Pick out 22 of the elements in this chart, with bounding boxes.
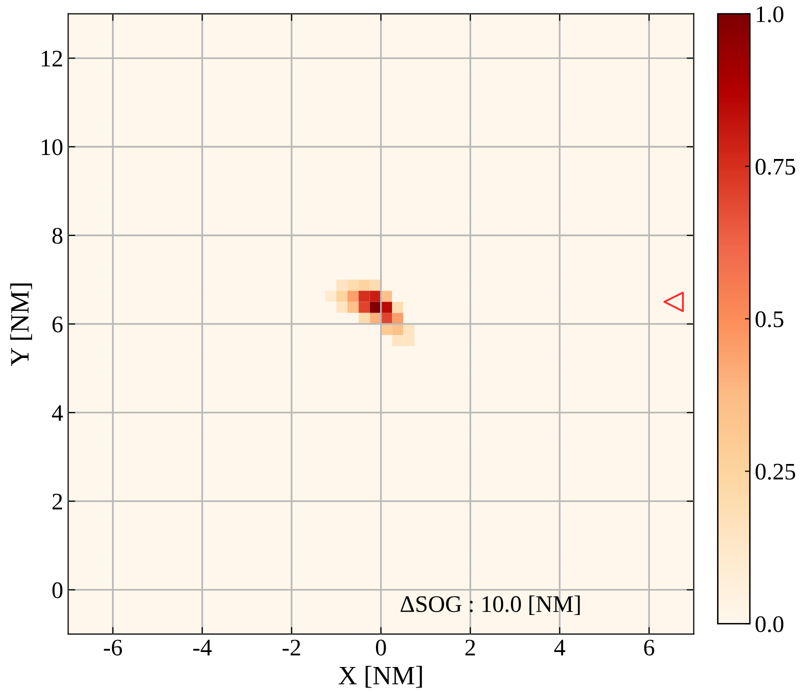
y-tick-label: 12: [42, 50, 62, 66]
color-bar-label: 0.5: [756, 311, 784, 328]
y-tick-label: 0: [52, 582, 62, 598]
color-bar-label: 1.0: [756, 6, 784, 22]
x-tick-label: -2: [282, 640, 300, 656]
x-tick-label: 0: [376, 640, 386, 656]
x-tick-label: -6: [104, 640, 122, 656]
color-bar-label: 0.0: [756, 616, 784, 632]
x-tick-label: -4: [193, 640, 212, 656]
y-tick-label: 2: [52, 494, 62, 510]
y-axis-title: Y [NM]: [10, 284, 32, 366]
y-tick-label: 4: [52, 405, 63, 421]
y-tick-label: 6: [52, 316, 63, 332]
y-tick-label: 10: [42, 139, 62, 156]
y-tick-label: 8: [52, 228, 62, 244]
color-bar-label: 0.75: [756, 158, 796, 175]
x-axis-title: X [NM]: [338, 666, 422, 688]
x-tick-label: 4: [554, 640, 566, 656]
color-bar-label: 0.25: [756, 464, 796, 480]
x-tick-label: 6: [644, 640, 654, 656]
x-tick-label: 2: [465, 640, 475, 656]
annotation: ΔSOG : 10.0 [NM]: [400, 595, 580, 616]
